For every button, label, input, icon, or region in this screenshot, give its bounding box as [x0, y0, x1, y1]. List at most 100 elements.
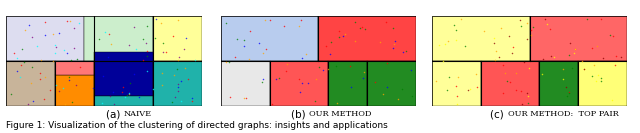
- Point: [104, 33, 114, 36]
- Bar: [221, 61, 269, 106]
- Point: [279, 25, 289, 27]
- Point: [70, 84, 81, 86]
- Point: [452, 103, 462, 105]
- Point: [564, 91, 574, 93]
- Point: [591, 80, 601, 82]
- Point: [570, 48, 580, 50]
- Point: [239, 97, 250, 99]
- Point: [324, 52, 335, 55]
- Point: [239, 39, 249, 41]
- Point: [296, 91, 306, 93]
- Point: [40, 21, 50, 23]
- Point: [359, 71, 369, 73]
- Point: [516, 90, 527, 92]
- Point: [449, 24, 459, 26]
- Point: [303, 82, 313, 85]
- Point: [157, 84, 167, 86]
- Point: [611, 55, 621, 57]
- Point: [318, 69, 328, 71]
- Point: [173, 19, 183, 21]
- Point: [62, 20, 72, 22]
- Point: [491, 50, 501, 52]
- Point: [472, 86, 482, 88]
- Point: [172, 68, 182, 70]
- Point: [504, 35, 514, 37]
- Point: [124, 43, 134, 46]
- Point: [50, 43, 60, 46]
- Point: [221, 61, 231, 63]
- Point: [271, 78, 282, 80]
- Point: [99, 31, 109, 33]
- Point: [382, 62, 392, 64]
- Point: [598, 57, 608, 59]
- Point: [48, 60, 58, 63]
- Point: [564, 54, 574, 56]
- Point: [490, 59, 500, 61]
- Point: [253, 42, 264, 44]
- Point: [244, 58, 254, 60]
- Point: [451, 29, 461, 32]
- Point: [616, 56, 626, 58]
- Point: [349, 40, 360, 42]
- Point: [181, 36, 191, 39]
- Point: [175, 80, 186, 82]
- Point: [9, 52, 19, 54]
- Point: [499, 92, 509, 94]
- Point: [67, 101, 77, 103]
- Point: [333, 30, 344, 32]
- Point: [570, 48, 580, 50]
- Point: [434, 44, 444, 46]
- Point: [565, 42, 575, 44]
- Bar: [84, 16, 153, 61]
- Point: [498, 64, 508, 66]
- Point: [138, 38, 148, 40]
- Bar: [328, 61, 367, 106]
- Point: [148, 88, 158, 91]
- Point: [452, 94, 462, 97]
- Point: [517, 103, 527, 105]
- Point: [360, 28, 370, 30]
- Point: [260, 19, 270, 22]
- Point: [60, 103, 70, 105]
- Point: [24, 24, 34, 26]
- Point: [332, 102, 342, 104]
- Point: [125, 82, 135, 84]
- Point: [527, 26, 538, 28]
- Point: [390, 40, 401, 43]
- Point: [378, 93, 388, 95]
- Bar: [432, 61, 481, 106]
- Point: [26, 36, 36, 38]
- Point: [109, 103, 120, 105]
- Text: (a): (a): [106, 109, 124, 119]
- Point: [381, 86, 392, 88]
- Point: [406, 68, 416, 71]
- Point: [375, 40, 385, 43]
- Point: [179, 48, 189, 50]
- Point: [72, 58, 83, 60]
- Point: [98, 75, 108, 77]
- Point: [310, 78, 321, 80]
- Point: [108, 91, 118, 93]
- Point: [39, 98, 49, 100]
- Point: [261, 48, 271, 50]
- Point: [536, 73, 547, 76]
- Point: [174, 56, 184, 58]
- Bar: [55, 61, 94, 75]
- Point: [232, 38, 242, 40]
- Point: [470, 73, 481, 75]
- Bar: [94, 95, 153, 106]
- Point: [12, 57, 22, 59]
- Point: [120, 96, 130, 98]
- Point: [500, 72, 511, 74]
- Point: [150, 18, 161, 20]
- Point: [257, 81, 267, 84]
- Point: [33, 45, 43, 47]
- Point: [463, 89, 474, 91]
- Point: [118, 86, 128, 88]
- Point: [465, 88, 476, 90]
- Point: [22, 103, 33, 105]
- Point: [167, 101, 177, 103]
- Point: [173, 83, 184, 85]
- Point: [58, 87, 68, 90]
- Point: [340, 33, 351, 35]
